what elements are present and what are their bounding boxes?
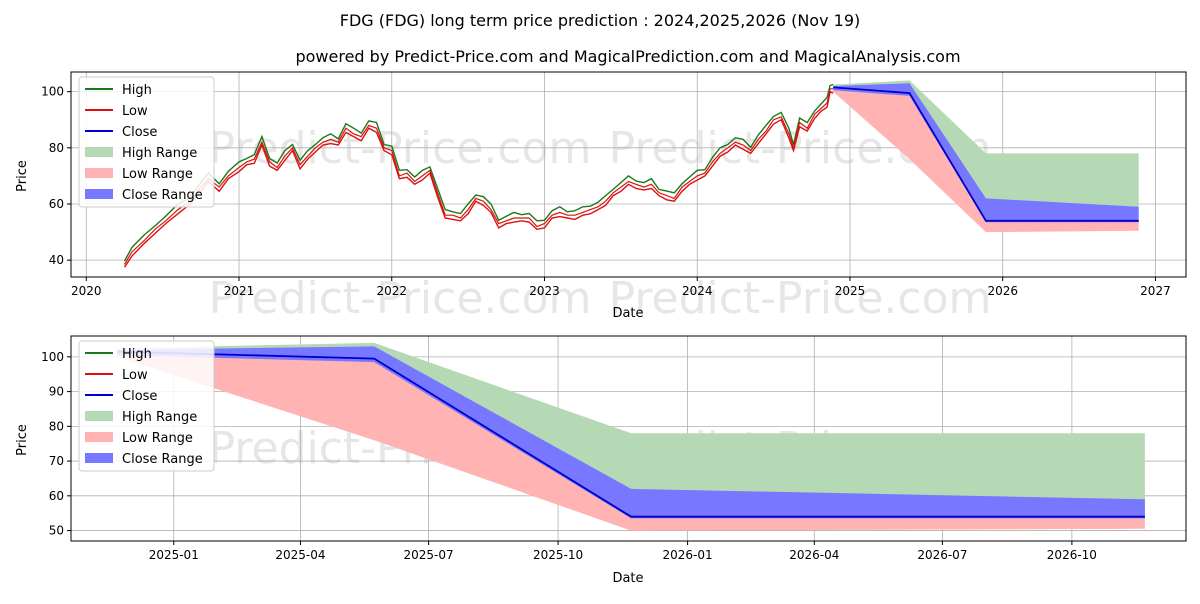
x-tick-label: 2025-07 (404, 548, 454, 562)
top-panel: Predict-Price.com Predict-Price.com Pred… (15, 71, 1187, 324)
low-price-line (123, 90, 834, 268)
x-tick-label: 2022 (376, 284, 407, 298)
y-tick-label: 80 (49, 419, 64, 433)
legend-label: High Range (122, 410, 197, 425)
y-tick-label: 60 (49, 197, 64, 211)
legend-label: Close Range (122, 452, 203, 467)
high-price-line (123, 83, 834, 262)
low-range-area (833, 88, 1139, 233)
bottom-axes-frame (70, 335, 1187, 542)
legend-swatch (85, 147, 113, 157)
high-range-area (117, 342, 1145, 517)
legend-label: Low (122, 104, 148, 119)
chart-subtitle: powered by Predict-Price.com and Magical… (295, 47, 960, 66)
top-forecast-ranges (833, 80, 1139, 233)
top-x-label: Date (612, 306, 643, 321)
bottom-y-axis: 50 60 70 80 90 100 (41, 350, 71, 538)
legend-label: Close Range (122, 188, 203, 203)
x-tick-label: 2026-07 (917, 548, 967, 562)
top-x-axis: 2020 2021 2022 2023 2024 2025 2026 2027 (71, 277, 1171, 298)
bottom-price-lines (117, 350, 1145, 518)
legend-label: Low Range (122, 167, 193, 182)
y-tick-label: 80 (49, 141, 64, 155)
x-tick-label: 2026-04 (789, 548, 839, 562)
low-range-area (117, 353, 1145, 531)
watermark-3: Predict-Price.com (209, 273, 592, 324)
y-tick-label: 90 (49, 385, 64, 399)
bottom-x-axis: 2025-01 2025-04 2025-07 2025-10 2026-01 2026-… (149, 541, 1097, 562)
legend-swatch (85, 168, 113, 178)
y-tick-label: 100 (41, 85, 64, 99)
x-tick-label: 2024 (682, 284, 713, 298)
x-tick-label: 2021 (224, 284, 255, 298)
top-watermark: Predict-Price.com Predict-Price.com Pred… (209, 123, 992, 324)
legend-label: Low Range (122, 431, 193, 446)
legend-label: Close (122, 125, 157, 140)
bottom-y-label: Price (15, 424, 30, 456)
legend-swatch (85, 453, 113, 463)
x-tick-label: 2026-01 (663, 548, 713, 562)
forecast-close-line (833, 86, 1139, 222)
legend-label: High Range (122, 146, 197, 161)
top-y-axis: 40 60 80 100 (41, 85, 71, 267)
y-tick-label: 100 (41, 350, 64, 364)
x-tick-label: 2027 (1140, 284, 1171, 298)
watermark-4: Predict-Price.com (609, 273, 992, 324)
top-y-label: Price (15, 160, 30, 192)
watermark-1: Predict-Price.com (209, 123, 592, 174)
x-tick-label: 2026-10 (1047, 548, 1097, 562)
high-range-area (833, 80, 1139, 221)
x-tick-label: 2025 (835, 284, 866, 298)
x-tick-label: 2023 (529, 284, 560, 298)
legend-label: High (122, 83, 152, 98)
legend-label: High (122, 347, 152, 362)
top-axes-frame (70, 71, 1187, 278)
legend-label: Low (122, 368, 148, 383)
bottom-legend: High Low Close High Range Low Range Close Ran… (78, 340, 215, 472)
x-tick-label: 2025-04 (275, 548, 325, 562)
history-close-line (123, 88, 834, 265)
top-price-lines (123, 83, 1139, 268)
x-tick-label: 2025-01 (149, 548, 199, 562)
x-tick-label: 2020 (71, 284, 102, 298)
bottom-x-label: Date (612, 571, 643, 586)
legend-swatch (85, 411, 113, 421)
bottom-forecast-ranges (117, 342, 1145, 531)
y-tick-label: 40 (49, 253, 64, 267)
y-tick-label: 60 (49, 489, 64, 503)
y-tick-label: 50 (49, 524, 64, 538)
close-range-area (833, 83, 1139, 223)
chart-title: FDG (FDG) long term price prediction : 2… (340, 11, 861, 30)
legend-swatch (85, 432, 113, 442)
legend-label: Close (122, 389, 157, 404)
legend-swatch (85, 189, 113, 199)
close-range-area (117, 346, 1145, 519)
forecast-close-line (117, 350, 1145, 518)
x-tick-label: 2025-10 (533, 548, 583, 562)
bottom-panel: Predict-Price.com Predict-Price.com 2025… (15, 335, 1187, 586)
y-tick-label: 70 (49, 454, 64, 468)
x-tick-label: 2026 (987, 284, 1018, 298)
top-legend: High Low Close High Range Low Range Close Ran… (78, 76, 215, 208)
